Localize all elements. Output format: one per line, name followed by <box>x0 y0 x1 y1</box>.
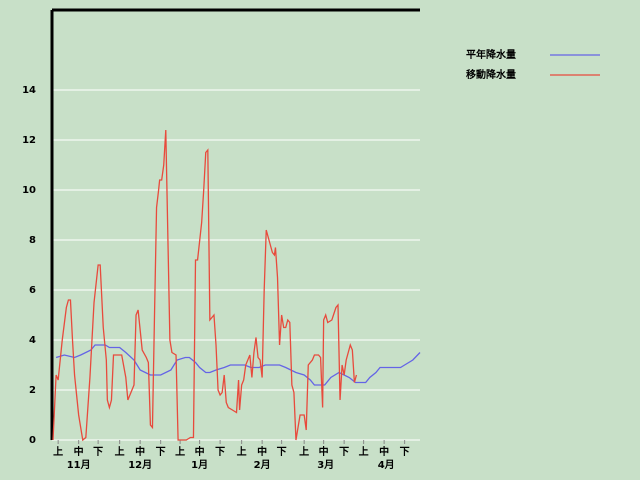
x-tick-label: 中 <box>257 445 267 458</box>
series-line <box>55 344 421 386</box>
legend-label: 平年降水量 <box>466 48 516 61</box>
month-label: 4月 <box>378 459 395 471</box>
y-tick-label: 14 <box>22 85 36 96</box>
x-tick-label: 下 <box>156 446 166 458</box>
legend-label: 移動降水量 <box>466 68 516 81</box>
x-tick-label: 上 <box>53 445 63 458</box>
y-tick-label: 2 <box>29 385 36 396</box>
month-label: 1月 <box>191 459 208 471</box>
x-tick-label: 上 <box>115 445 125 458</box>
month-label: 12月 <box>128 459 152 471</box>
x-tick-label: 下 <box>93 446 103 458</box>
x-tick-label: 上 <box>175 445 185 458</box>
x-tick-label: 中 <box>135 445 145 458</box>
y-tick-label: 6 <box>29 285 36 296</box>
x-tick-label: 下 <box>215 446 225 458</box>
month-label: 11月 <box>67 459 91 471</box>
y-tick-label: 8 <box>29 235 36 246</box>
y-tick-label: 10 <box>22 185 36 196</box>
x-tick-label: 上 <box>299 445 309 458</box>
month-label: 2月 <box>254 459 271 471</box>
x-tick-label: 中 <box>379 445 389 458</box>
x-tick-label: 中 <box>319 445 329 458</box>
x-tick-label: 下 <box>400 446 410 458</box>
x-tick-label: 下 <box>339 446 349 458</box>
y-tick-label: 4 <box>29 335 36 346</box>
x-tick-label: 上 <box>237 445 247 458</box>
x-tick-label: 中 <box>195 445 205 458</box>
month-label: 3月 <box>317 459 334 471</box>
series-line <box>52 129 358 442</box>
y-tick-label: 12 <box>22 135 36 146</box>
x-tick-label: 下 <box>277 446 287 458</box>
y-tick-label: 0 <box>29 435 36 446</box>
x-tick-label: 上 <box>359 445 369 458</box>
x-tick-label: 中 <box>74 445 84 458</box>
